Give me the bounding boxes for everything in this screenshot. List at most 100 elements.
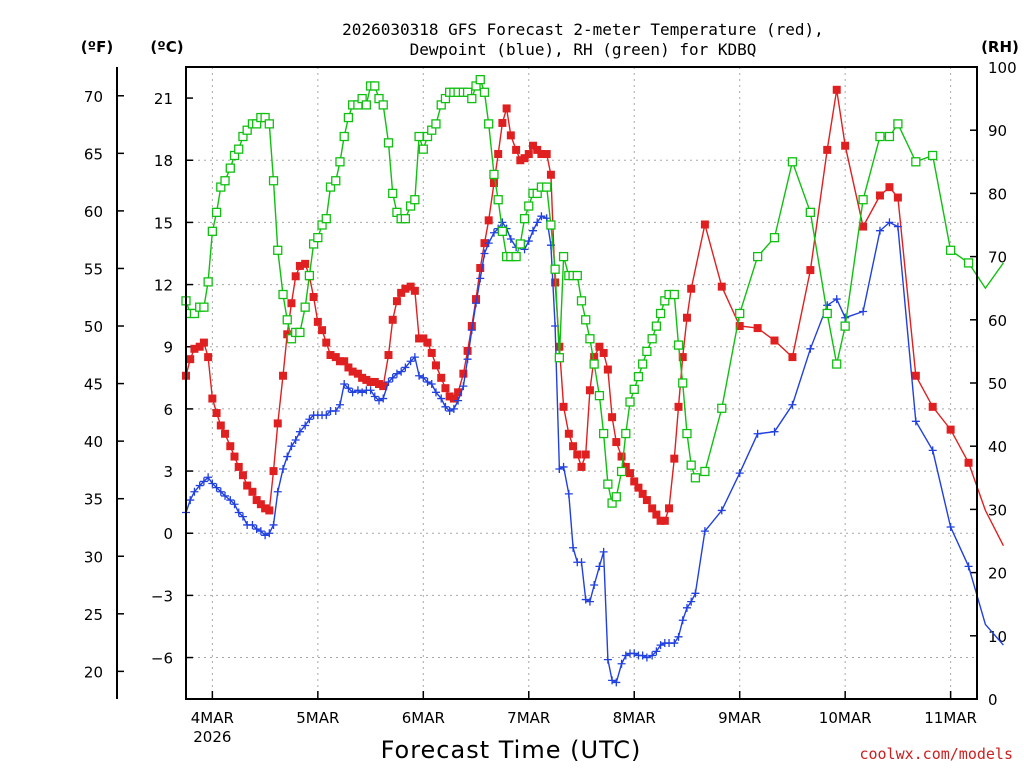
dewpoint-point: [559, 462, 568, 471]
dewpoint-point: [358, 388, 367, 397]
temperature-point: [648, 504, 657, 513]
relative-humidity-point: [752, 251, 763, 262]
temperature-point: [559, 402, 568, 411]
relative-humidity-point: [325, 182, 336, 192]
temperature-point: [700, 220, 709, 229]
relative-humidity-point: [383, 138, 394, 148]
relative-humidity-point: [594, 390, 605, 401]
temperature-point: [437, 373, 446, 382]
fahrenheit-tick-label: 30: [84, 548, 103, 566]
temperature-point: [893, 193, 902, 202]
temperature-point: [512, 145, 521, 154]
dewpoint-point: [484, 239, 493, 248]
relative-humidity-point: [700, 466, 710, 477]
dewpoint-point: [441, 402, 450, 411]
dewpoint-point: [234, 508, 243, 517]
dewpoint-point: [463, 355, 472, 364]
dewpoint-point: [489, 228, 498, 237]
fahrenheit-tick-label: 50: [84, 318, 103, 336]
temperature-point: [770, 336, 779, 345]
rh-tick-label: 30: [988, 501, 1007, 519]
dewpoint-point: [431, 388, 440, 397]
temperature-point: [806, 266, 815, 275]
temperature-point: [626, 469, 635, 478]
dewpoint-point: [859, 307, 868, 316]
relative-humidity-point: [625, 397, 635, 407]
dewpoint-point: [546, 241, 555, 250]
celsius-tick-label: 0: [163, 525, 173, 543]
dewpoint-point: [875, 226, 884, 235]
rh-tick-label: 40: [988, 438, 1007, 456]
dewpoint-point: [524, 237, 533, 246]
relative-humidity-point: [678, 378, 688, 388]
dewpoint-point: [415, 371, 424, 380]
relative-humidity-point: [400, 214, 411, 224]
temperature-point: [599, 348, 608, 357]
relative-humidity-point: [335, 157, 345, 167]
dewpoint-point: [301, 421, 310, 430]
temperature-point: [964, 458, 973, 467]
temperature-point: [454, 388, 463, 397]
temperature-point: [186, 355, 195, 364]
relative-humidity-point: [858, 195, 868, 205]
temperature-point: [946, 425, 955, 434]
relative-humidity-point: [511, 251, 521, 262]
temperature-point: [595, 342, 604, 351]
dewpoint-point: [823, 301, 832, 310]
x-tick-label: 5MAR: [296, 709, 339, 727]
temperature-point: [656, 516, 665, 525]
relative-humidity-point: [497, 226, 508, 236]
dewpoint-point: [379, 394, 388, 403]
temperature-point: [480, 239, 489, 248]
fahrenheit-tick-label: 60: [84, 203, 103, 221]
dewpoint-point: [911, 417, 920, 426]
dewpoint-point: [700, 527, 709, 536]
dewpoint-point: [208, 479, 217, 488]
relative-humidity-point: [585, 334, 595, 344]
temperature-point: [577, 462, 586, 471]
temperature-point: [463, 346, 472, 355]
relative-humidity-point: [598, 428, 609, 439]
x-tick-label: 8MAR: [613, 709, 656, 727]
dewpoint-point: [283, 452, 292, 461]
dewpoint-point: [498, 218, 507, 227]
relative-humidity-point: [519, 214, 530, 224]
dewpoint-point: [427, 380, 436, 389]
relative-humidity-point: [479, 87, 490, 97]
temperature-point: [313, 317, 322, 326]
temperature-point: [410, 286, 419, 295]
rh-unit-label: (RH): [981, 38, 1019, 56]
dewpoint-point: [612, 678, 621, 687]
temperature-point: [406, 282, 415, 291]
rh-tick-label: 100: [988, 59, 1017, 77]
temperature-point: [326, 351, 335, 360]
relative-humidity-point: [875, 131, 885, 142]
relative-humidity-point: [489, 169, 499, 180]
temperature-point: [788, 353, 797, 362]
relative-humidity-point: [278, 289, 288, 300]
dewpoint-point: [832, 295, 841, 304]
dewpoint-point: [287, 442, 296, 451]
dewpoint-point: [648, 651, 657, 660]
relative-humidity-point: [300, 302, 310, 312]
dewpoint-point: [459, 382, 468, 391]
relative-humidity-point: [388, 188, 398, 199]
temperature-point: [717, 282, 726, 291]
temperature-point: [859, 222, 868, 231]
temperature-point: [401, 284, 410, 293]
rh-tick-label: 60: [988, 312, 1007, 330]
relative-humidity-point: [378, 100, 388, 110]
dewpoint-point: [569, 543, 578, 552]
dewpoint-point: [265, 529, 274, 538]
dewpoint-point: [195, 481, 204, 490]
relative-humidity-point: [611, 492, 621, 502]
temperature-point: [322, 338, 331, 347]
rh-tick-label: 90: [988, 122, 1007, 140]
dewpoint-point: [204, 473, 213, 482]
dewpoint-point: [806, 344, 815, 353]
celsius-tick-label: 9: [163, 339, 173, 357]
dewpoint-point: [652, 647, 661, 656]
dewpoint-point: [472, 299, 481, 308]
temperature-point: [230, 452, 239, 461]
